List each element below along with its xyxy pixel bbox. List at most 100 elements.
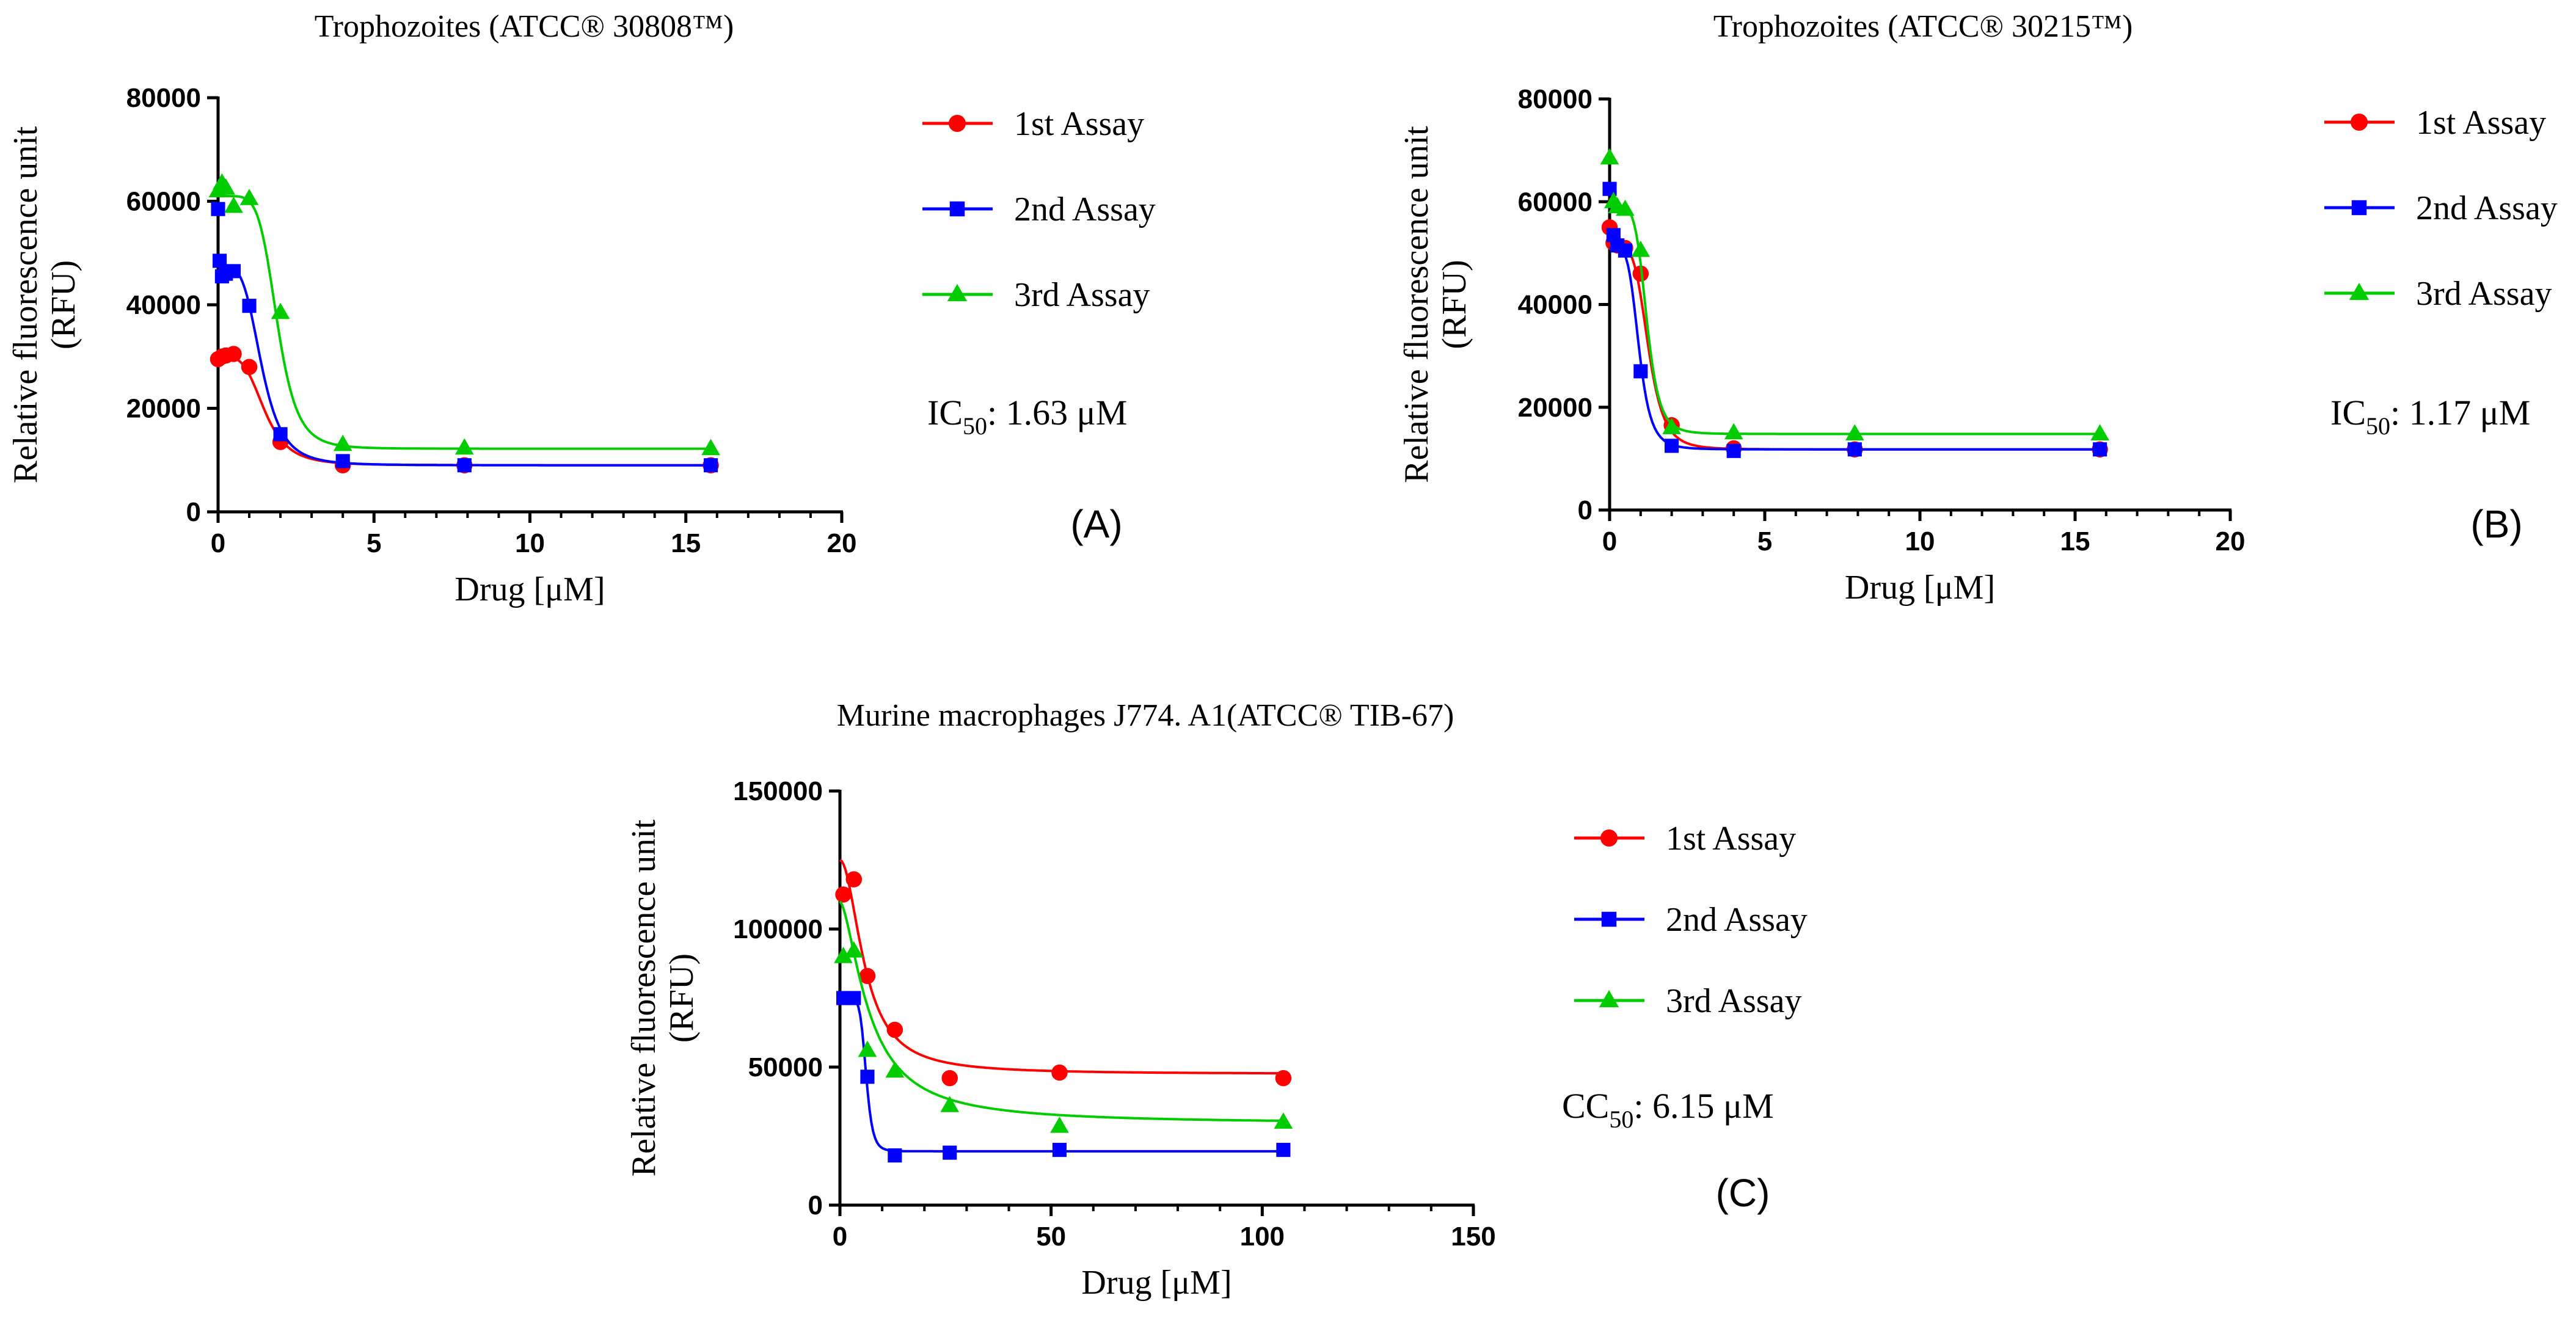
panel-label: (A) [1070, 502, 1122, 546]
data-point [224, 196, 243, 213]
legend-item: 3rd Assay [922, 276, 1150, 314]
x-tick-label: 20 [2216, 527, 2246, 556]
data-point [940, 1096, 960, 1112]
data-point [454, 438, 474, 455]
chart-title: Trophozoites (ATCC® 30808™) [315, 9, 734, 44]
stat-prefix: IC [927, 393, 963, 432]
data-point [1845, 424, 1864, 440]
data-point [2093, 442, 2107, 457]
data-point [888, 1148, 902, 1163]
legend-label: 1st Assay [1014, 105, 1144, 143]
data-point [701, 439, 720, 456]
series-2 [1602, 181, 2107, 458]
x-tick-label: 5 [367, 528, 381, 558]
legend-marker [2350, 113, 2368, 131]
data-point [333, 434, 352, 451]
data-point [1275, 1070, 1292, 1087]
legend: 1st Assay 2nd Assay 3rd Assay [1574, 820, 1808, 1020]
stat-value: : 6.15 μM [1633, 1086, 1773, 1126]
data-point [885, 1061, 905, 1078]
y-tick-label: 150000 [733, 776, 823, 806]
legend-label: 1st Assay [1666, 820, 1796, 858]
stat-subscript: 50 [1609, 1106, 1633, 1133]
legend-marker [1599, 990, 1619, 1008]
data-point [1631, 241, 1651, 257]
data-point [844, 941, 864, 958]
data-point [1274, 1112, 1293, 1129]
fit-curve [839, 900, 1283, 1122]
y-tick-label: 0 [1578, 495, 1593, 525]
data-point [1051, 1064, 1068, 1081]
y-axis-label: Relative fluorescence unit [7, 126, 45, 483]
chart-panel-2: Trophozoites (ATCC® 30215™) 0 20000 40000 60… [1398, 9, 2558, 607]
data-point [886, 1021, 903, 1038]
data-point [860, 1070, 875, 1084]
x-tick-label: 15 [2060, 527, 2090, 556]
data-point [1276, 1143, 1291, 1157]
y-tick-label: 20000 [126, 394, 201, 424]
y-axis-label-unit: (RFU) [1436, 260, 1473, 349]
legend-item: 3rd Assay [1574, 982, 1801, 1020]
legend-marker [948, 114, 966, 133]
chart-title: Trophozoites (ATCC® 30215™) [1713, 9, 2133, 44]
data-point [271, 302, 290, 319]
data-point [1724, 423, 1743, 440]
series-2 [211, 202, 718, 473]
data-point [225, 346, 242, 362]
data-point [847, 991, 861, 1005]
y-tick-label: 60000 [126, 187, 201, 217]
legend-item: 2nd Assay [922, 191, 1156, 228]
legend-label: 1st Assay [2416, 104, 2546, 142]
legend-marker [1601, 911, 1617, 927]
fit-curve [1610, 205, 2100, 436]
legend: 1st Assay 2nd Assay 3rd Assay [2324, 104, 2558, 313]
data-point [1726, 443, 1741, 458]
y-axis-label-unit: (RFU) [663, 953, 701, 1043]
panel-label: (C) [1716, 1171, 1770, 1215]
legend-item: 2nd Assay [1574, 901, 1808, 939]
y-tick-label: 50000 [748, 1052, 823, 1082]
chart-panel-1: Trophozoites (ATCC® 30808™) 0 20000 40000 60… [7, 9, 1156, 608]
y-axis-label: Relative fluorescence unit [1398, 126, 1436, 483]
data-point [457, 458, 472, 473]
legend-marker [1600, 829, 1618, 847]
data-point [835, 886, 852, 903]
data-point [241, 359, 258, 375]
legend-label: 2nd Assay [1666, 901, 1808, 939]
fit-curve [1610, 247, 2100, 451]
legend-item: 1st Assay [2324, 104, 2546, 142]
legend-marker [947, 283, 968, 302]
x-tick-label: 150 [1451, 1222, 1495, 1252]
y-tick-label: 80000 [126, 83, 201, 113]
data-point [941, 1070, 958, 1087]
legend-label: 3rd Assay [1666, 982, 1801, 1020]
x-tick-label: 0 [833, 1222, 847, 1252]
legend-label: 3rd Assay [1014, 276, 1150, 314]
legend-marker [2351, 200, 2367, 216]
data-point [704, 458, 718, 473]
data-point [1665, 439, 1679, 453]
data-point [834, 947, 853, 963]
chart-title: Murine macrophages J774. A1(ATCC® TIB-67… [837, 698, 1454, 733]
stat-prefix: CC [1562, 1086, 1609, 1126]
legend-label: 3rd Assay [2416, 275, 2552, 313]
stat-prefix: IC [2330, 393, 2366, 432]
data-point [1618, 243, 1632, 258]
legend: 1st Assay 2nd Assay 3rd Assay [922, 105, 1156, 314]
data-point [242, 299, 257, 313]
series-1 [835, 859, 1292, 1087]
fit-curve [1610, 244, 2100, 451]
x-tick-label: 50 [1036, 1222, 1066, 1252]
x-axis-label: Drug [μM] [1081, 1264, 1231, 1302]
legend-item: 2nd Assay [2324, 189, 2558, 227]
x-axis-label: Drug [μM] [454, 570, 605, 608]
fit-curve [839, 859, 1283, 1075]
series-2 [836, 991, 1291, 1163]
data-point [273, 427, 288, 442]
y-axis-label: Relative fluorescence unit [625, 819, 663, 1176]
legend-marker [2349, 282, 2370, 301]
data-point [1602, 181, 1617, 196]
stat-value: : 1.63 μM [987, 393, 1127, 432]
series-3 [834, 900, 1293, 1133]
